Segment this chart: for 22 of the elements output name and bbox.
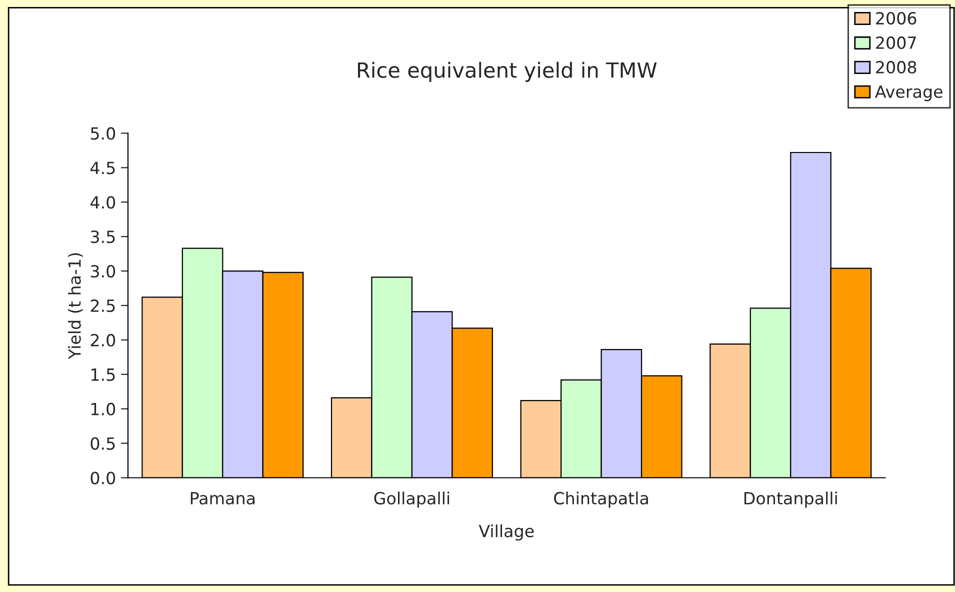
y-tick-label: 2.5 bbox=[90, 299, 115, 312]
legend-label: Average bbox=[875, 86, 942, 102]
x-tick-label: Pamana bbox=[190, 492, 254, 505]
y-axis-title: Yield (t ha-1) bbox=[68, 253, 83, 360]
y-tick-label: 3.5 bbox=[90, 230, 115, 244]
y-tick-label: 1.5 bbox=[91, 368, 115, 381]
legend-label: 2007 bbox=[876, 36, 916, 50]
chart-title: Rice equivalent yield in TMW bbox=[358, 62, 657, 82]
y-tick-label: 0.0 bbox=[90, 472, 116, 484]
x-axis-title: Village bbox=[478, 524, 534, 541]
y-tick-label: 4.0 bbox=[90, 196, 116, 209]
x-tick-label: Dontanpalli bbox=[744, 492, 837, 508]
y-tick-label: 5.0 bbox=[90, 127, 116, 140]
y-tick-label: 4.5 bbox=[90, 162, 115, 174]
x-tick-label: Gollapalli bbox=[374, 492, 450, 508]
y-tick-label: 1.0 bbox=[91, 402, 116, 416]
legend-label: 2008 bbox=[876, 60, 916, 74]
x-tick-label: Chintapatla bbox=[554, 492, 648, 508]
y-tick-label: 0.5 bbox=[90, 437, 115, 450]
y-tick-label: 2.0 bbox=[90, 334, 116, 346]
legend-label: 2006 bbox=[876, 12, 916, 25]
y-tick-label: 3.0 bbox=[90, 264, 116, 278]
